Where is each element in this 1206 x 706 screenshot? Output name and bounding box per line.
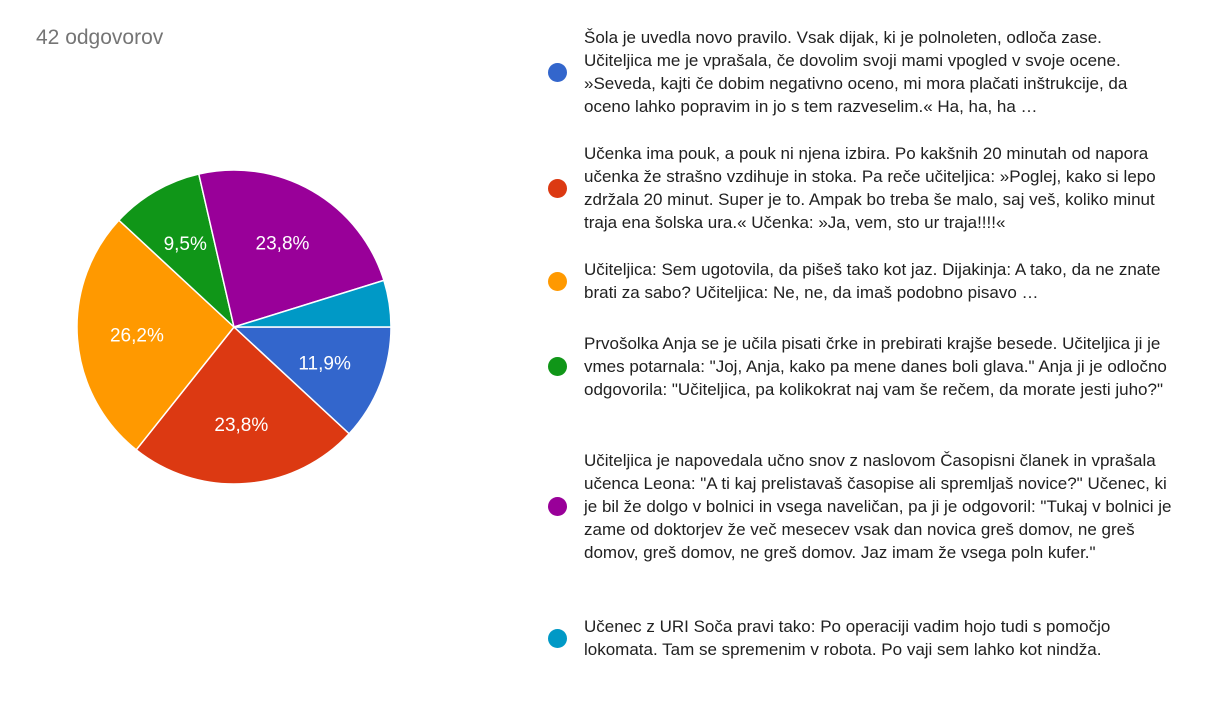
pie-slice-6[interactable] (233, 279, 392, 328)
pie-slice-4-value-label: 9,5% (164, 234, 207, 255)
legend-swatch-6 (548, 628, 567, 648)
legend-swatch-1 (548, 62, 567, 82)
pie-slice-1-value-label: 11,9% (298, 354, 351, 375)
legend-swatch-3 (548, 271, 567, 291)
legend-label-6: Učenec z URI Soča pravi tako: Po operaci… (584, 617, 1111, 659)
legend-label-1: Šola je uvedla novo pravilo. Vsak dijak,… (584, 28, 1128, 116)
pie-chart: 11,9% 23,8% 26,2% 9,5% 23,8% (76, 169, 392, 485)
legend-item-1[interactable]: Šola je uvedla novo pravilo. Vsak dijak,… (548, 26, 1172, 118)
legend-swatch-2 (548, 178, 567, 198)
legend-item-2[interactable]: Učenka ima pouk, a pouk ni njena izbira.… (548, 142, 1172, 234)
response-count: 42 odgovorov (36, 26, 164, 49)
legend-item-5[interactable]: Učiteljica je napovedala učno snov z nas… (548, 449, 1172, 564)
legend-swatch-5 (548, 497, 567, 516)
pie-slice-2[interactable] (135, 325, 351, 485)
pie-slice-5[interactable] (197, 169, 385, 328)
pie-slice-3-value-label: 26,2% (110, 325, 164, 346)
pie-slice-2-value-label: 23,8% (214, 415, 268, 436)
pie-slice-5-value-label: 23,8% (256, 234, 310, 255)
legend-item-4[interactable]: Prvošolka Anja se je učila pisati črke i… (548, 332, 1172, 401)
pie-slice-3[interactable] (76, 219, 236, 451)
legend-label-4: Prvošolka Anja se je učila pisati črke i… (584, 334, 1167, 399)
legend-label-2: Učenka ima pouk, a pouk ni njena izbira.… (584, 144, 1156, 232)
pie-slice-1[interactable] (232, 326, 392, 435)
legend-item-6[interactable]: Učenec z URI Soča pravi tako: Po operaci… (548, 615, 1172, 661)
legend-label-3: Učiteljica: Sem ugotovila, da pišeš tako… (584, 260, 1161, 302)
legend-item-3[interactable]: Učiteljica: Sem ugotovila, da pišeš tako… (548, 258, 1172, 304)
legend-swatch-4 (548, 357, 567, 376)
legend-label-5: Učiteljica je napovedala učno snov z nas… (584, 451, 1172, 562)
pie-slice-4[interactable] (117, 173, 236, 330)
